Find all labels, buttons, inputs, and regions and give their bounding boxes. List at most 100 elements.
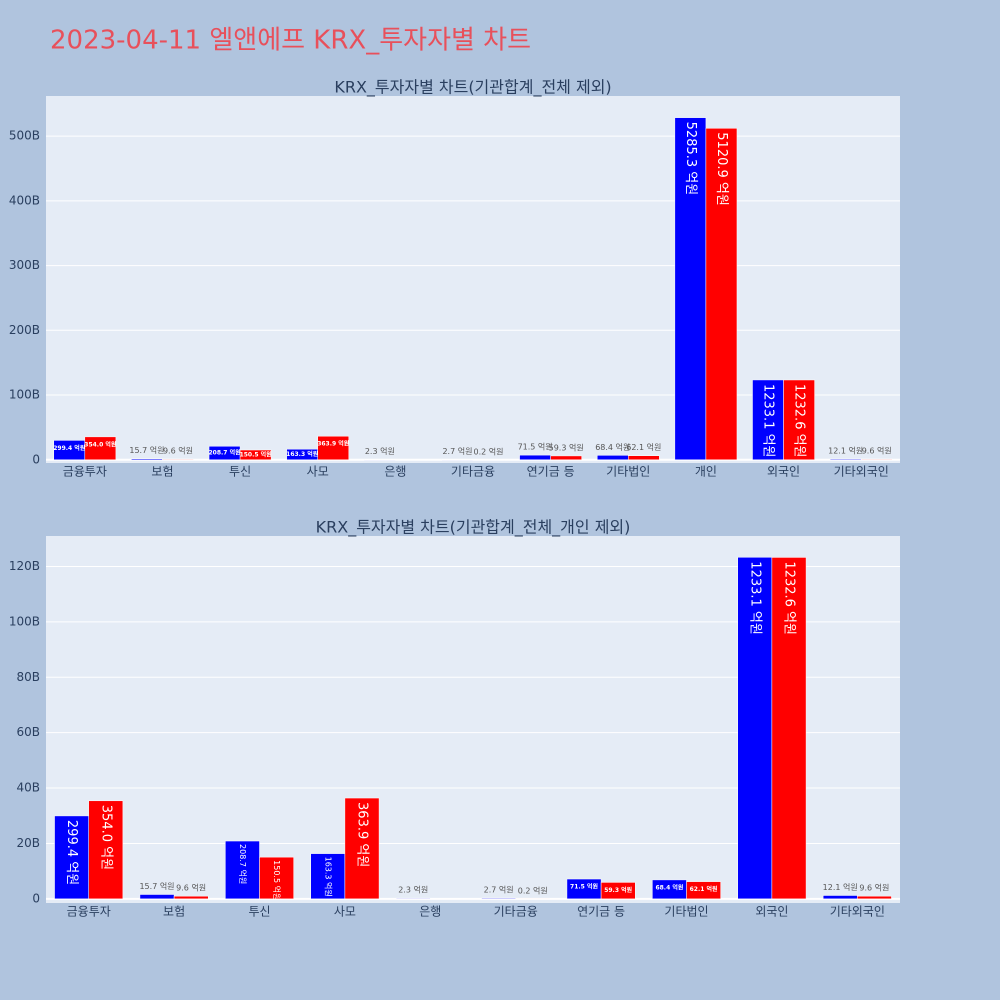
bar xyxy=(752,379,784,461)
y-tick-label: 0 xyxy=(32,452,40,466)
bar xyxy=(600,882,636,900)
x-tick-label: 투신 xyxy=(229,465,251,479)
x-tick-label: 외국인 xyxy=(755,905,788,919)
x-tick-label: 기타외국인 xyxy=(834,465,889,479)
x-tick-label: 은행 xyxy=(384,464,406,479)
x-tick-label: 연기금 등 xyxy=(577,905,625,919)
x-tick-label: 외국인 xyxy=(767,465,800,479)
value-label: 5120.9 억원 xyxy=(714,132,729,206)
y-tick-label: 120B xyxy=(9,559,40,573)
bar xyxy=(628,455,660,461)
x-tick-label: 사모 xyxy=(334,905,356,919)
value-label: 9.6 억원 xyxy=(163,446,193,456)
bar xyxy=(310,853,346,900)
bar xyxy=(317,435,350,461)
bar xyxy=(395,897,431,900)
x-tick-label: 기타외국인 xyxy=(830,905,885,919)
bar xyxy=(596,455,629,461)
value-label: 299.4 억원 xyxy=(64,820,79,885)
value-label: 363.9 억원 xyxy=(354,802,369,867)
x-tick-label: 사모 xyxy=(307,465,329,479)
y-tick-label: 500B xyxy=(9,129,40,143)
bar xyxy=(705,128,738,461)
x-tick-label: 연기금 등 xyxy=(527,465,575,479)
bar xyxy=(88,800,124,900)
bar xyxy=(783,379,815,461)
value-label: 15.7 억원 xyxy=(129,445,164,455)
value-label: 12.1 억원 xyxy=(828,445,863,455)
value-label: 62.1 억원 xyxy=(690,885,718,893)
bar xyxy=(239,449,272,461)
x-tick-label: 기타법인 xyxy=(664,905,708,919)
value-label: 2.3 억원 xyxy=(398,885,428,895)
value-label: 68.4 억원 xyxy=(595,442,630,452)
value-label: 1232.6 억원 xyxy=(792,384,807,458)
x-tick-label: 금융투자 xyxy=(67,905,111,919)
y-tick-label: 200B xyxy=(9,323,40,337)
bar xyxy=(860,458,893,461)
chart-title: KRX_투자자별 차트(기관합계_전체_개인 제외) xyxy=(316,518,631,538)
value-label: 0.2 억원 xyxy=(474,446,504,456)
bar xyxy=(84,436,117,461)
x-tick-label: 금융투자 xyxy=(63,465,107,479)
x-tick-label: 투신 xyxy=(248,905,270,919)
bar xyxy=(344,797,380,900)
bar xyxy=(173,895,209,900)
value-label: 150.5 억원 xyxy=(272,860,282,900)
value-label: 15.7 억원 xyxy=(139,881,174,891)
x-tick-label: 개인 xyxy=(695,465,717,479)
y-tick-label: 20B xyxy=(16,836,40,850)
y-tick-label: 100B xyxy=(9,614,40,628)
bar xyxy=(674,117,707,461)
chart-title: KRX_투자자별 차트(기관합계_전체 제외) xyxy=(334,78,611,98)
bar xyxy=(131,458,163,461)
x-tick-label: 기타금융 xyxy=(451,465,495,479)
value-label: 2.3 억원 xyxy=(365,446,395,456)
value-label: 208.7 억원 xyxy=(209,449,241,457)
value-label: 1232.6 억원 xyxy=(781,561,796,635)
value-label: 59.3 억원 xyxy=(604,886,632,894)
y-tick-label: 60B xyxy=(16,725,40,739)
bar xyxy=(162,458,194,461)
value-label: 354.0 억원 xyxy=(84,440,116,448)
value-label: 62.1 억원 xyxy=(626,442,661,452)
bar xyxy=(54,815,89,900)
bar xyxy=(737,557,773,900)
value-label: 363.9 억원 xyxy=(317,440,349,448)
y-tick-label: 100B xyxy=(9,388,40,402)
x-tick-label: 보험 xyxy=(163,905,185,919)
value-label: 0.2 억원 xyxy=(518,885,548,895)
value-label: 1233.1 억원 xyxy=(761,384,776,458)
value-label: 1233.1 억원 xyxy=(747,561,762,635)
bar xyxy=(441,459,474,461)
x-tick-label: 보험 xyxy=(151,465,173,479)
y-tick-label: 300B xyxy=(9,258,40,272)
value-label: 208.7 억원 xyxy=(238,844,248,884)
value-label: 299.4 억원 xyxy=(53,444,85,452)
value-label: 163.3 억원 xyxy=(286,450,318,458)
bar xyxy=(259,856,294,900)
bar xyxy=(515,898,551,900)
bar xyxy=(686,881,721,900)
value-label: 68.4 억원 xyxy=(655,883,683,891)
y-tick-label: 400B xyxy=(9,193,40,207)
value-label: 12.1 억원 xyxy=(823,882,858,892)
value-label: 163.3 억원 xyxy=(323,857,333,897)
value-label: 2.7 억원 xyxy=(442,446,472,456)
value-label: 5285.3 억원 xyxy=(683,122,698,196)
bar xyxy=(481,897,516,900)
value-label: 71.5 억원 xyxy=(570,883,598,891)
bar xyxy=(771,557,807,900)
bar xyxy=(550,455,582,461)
bar xyxy=(225,840,260,900)
x-tick-label: 기타법인 xyxy=(606,465,650,479)
bar xyxy=(139,894,175,900)
value-label: 9.6 억원 xyxy=(859,883,889,893)
bar xyxy=(822,895,858,900)
y-tick-label: 0 xyxy=(32,891,40,905)
value-label: 9.6 억원 xyxy=(176,883,206,893)
x-tick-label: 기타금융 xyxy=(494,905,538,919)
y-tick-label: 80B xyxy=(16,670,40,684)
value-label: 71.5 억원 xyxy=(518,442,553,452)
